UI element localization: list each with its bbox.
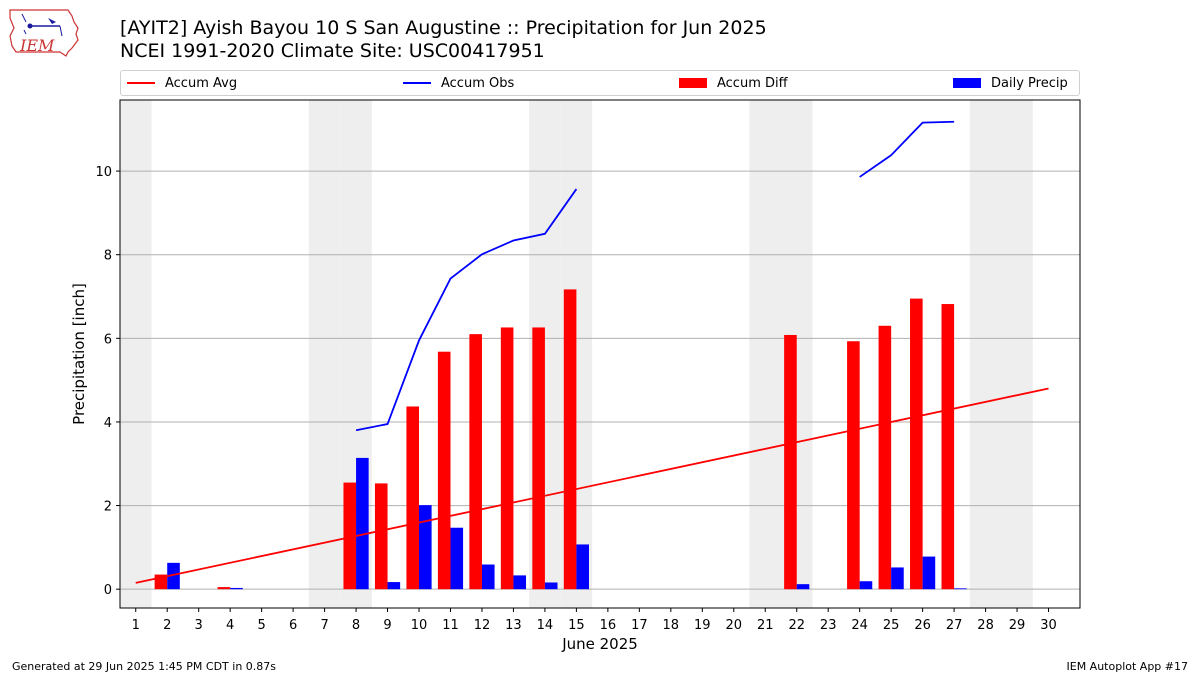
accum-obs-line-segment-2: [859, 120, 955, 178]
weekend-shade-day-1: [120, 100, 152, 608]
x-tick-label-28: 28: [977, 618, 994, 633]
daily-precip-bar-day-8: [356, 457, 369, 590]
accum-diff-bar-day-11: [437, 351, 451, 590]
weekend-shade-day-28: [969, 100, 1002, 608]
plot-frame: [119, 99, 1081, 609]
accum-diff-bar-day-9: [374, 483, 388, 590]
daily-precip-bar-day-22: [796, 584, 810, 590]
daily-precip-bar-day-27: [954, 588, 967, 590]
x-tick-label-26: 26: [914, 618, 931, 633]
accum-diff-bar-day-24: [847, 341, 860, 590]
x-axis-label: June 2025: [561, 635, 638, 653]
accum-diff-bar-day-14: [532, 327, 545, 590]
accum-avg-line: [135, 387, 1049, 584]
x-tick-label-20: 20: [725, 618, 742, 633]
y-tick-label-8: 8: [104, 249, 112, 264]
y-tick-label-4: 4: [104, 416, 112, 431]
accum-diff-bar-day-27: [941, 304, 955, 590]
x-tick-label-22: 22: [788, 618, 805, 633]
y-tick-label-2: 2: [104, 500, 112, 515]
x-tick-label-1: 1: [132, 618, 140, 633]
x-tick-label-2: 2: [163, 618, 171, 633]
accum-obs-line-segment-1: [355, 188, 578, 432]
x-tick-label-19: 19: [694, 618, 711, 633]
x-tick-label-7: 7: [320, 618, 328, 633]
legend-item-accum-obs: Accum Obs: [403, 71, 514, 95]
accum-diff-bar-day-13: [500, 327, 514, 590]
x-tick-label-13: 13: [505, 618, 522, 633]
chart-subtitle: NCEI 1991-2020 Climate Site: USC00417951: [120, 40, 545, 62]
logo-text: IEM: [20, 36, 55, 55]
x-tick-label-21: 21: [757, 618, 774, 633]
daily-precip-bar-day-11: [450, 527, 464, 590]
x-tick-label-23: 23: [820, 618, 837, 633]
legend-item-accum-avg: Accum Avg: [127, 71, 237, 95]
daily-precip-bar-day-25: [891, 567, 904, 590]
legend-label-accum-avg: Accum Avg: [165, 75, 238, 91]
x-tick-label-16: 16: [600, 618, 617, 633]
x-tick-label-11: 11: [442, 618, 459, 633]
x-tick-label-24: 24: [851, 618, 868, 633]
x-tick-label-9: 9: [383, 618, 391, 633]
x-tick-label-17: 17: [631, 618, 648, 633]
x-tick-label-4: 4: [226, 618, 234, 633]
footer-app: IEM Autoplot App #17: [1066, 660, 1189, 673]
legend-swatch-daily-precip: [953, 78, 981, 88]
accum-diff-bar-day-26: [910, 298, 923, 590]
daily-precip-bar-day-9: [387, 582, 401, 590]
accum-diff-bar-day-4: [217, 587, 231, 590]
daily-precip-bar-day-13: [513, 575, 527, 590]
daily-precip-bar-day-4: [230, 587, 243, 590]
accum-diff-bar-day-10: [406, 406, 420, 590]
daily-precip-bar-day-24: [859, 581, 873, 590]
legend-label-accum-obs: Accum Obs: [441, 75, 515, 91]
y-axis-label: Precipitation [inch]: [70, 283, 88, 425]
weekend-shade-day-21: [749, 100, 781, 608]
accum-diff-bar-day-15: [563, 289, 577, 590]
legend-swatch-accum-diff: [679, 78, 707, 88]
x-tick-label-3: 3: [195, 618, 203, 633]
y-tick-label-10: 10: [95, 165, 112, 180]
weekend-shade-day-29: [1001, 100, 1033, 608]
y-tick-label-6: 6: [104, 332, 112, 347]
accum-diff-bar-day-12: [469, 334, 482, 590]
x-tick-label-8: 8: [352, 618, 360, 633]
x-tick-label-14: 14: [537, 618, 554, 633]
legend-item-accum-diff: Accum Diff: [679, 71, 788, 95]
accum-diff-bar-day-8: [343, 482, 357, 590]
x-tick-label-18: 18: [663, 618, 680, 633]
daily-precip-bar-day-2: [167, 562, 180, 590]
x-tick-label-29: 29: [1009, 618, 1026, 633]
x-tick-label-30: 30: [1040, 618, 1057, 633]
iowa-map-icon: [9, 9, 79, 57]
legend-label-daily-precip: Daily Precip: [991, 75, 1068, 91]
daily-precip-bar-day-26: [922, 556, 936, 590]
iem-logo: IEM: [6, 6, 82, 58]
daily-precip-bar-day-10: [419, 505, 432, 590]
legend-swatch-accum-avg: [127, 82, 155, 84]
legend-item-daily-precip: Daily Precip: [953, 71, 1068, 95]
x-tick-label-12: 12: [474, 618, 491, 633]
x-tick-label-15: 15: [568, 618, 585, 633]
x-tick-label-27: 27: [946, 618, 963, 633]
chart-legend: Accum Avg Accum Obs Accum Diff Daily Pre…: [120, 70, 1080, 96]
daily-precip-bar-day-14: [544, 582, 558, 590]
accum-diff-bar-day-22: [784, 334, 797, 590]
y-tick-label-0: 0: [104, 583, 112, 598]
daily-precip-bar-day-15: [576, 544, 589, 590]
legend-swatch-accum-obs: [403, 82, 431, 84]
accum-diff-bar-day-25: [878, 325, 892, 590]
x-tick-label-5: 5: [257, 618, 265, 633]
x-tick-label-6: 6: [289, 618, 297, 633]
x-tick-label-10: 10: [411, 618, 428, 633]
weekend-shade-day-7: [308, 100, 341, 608]
chart-title: [AYIT2] Ayish Bayou 10 S San Augustine :…: [120, 17, 767, 39]
legend-label-accum-diff: Accum Diff: [717, 75, 788, 91]
footer-generated: Generated at 29 Jun 2025 1:45 PM CDT in …: [12, 660, 277, 673]
daily-precip-bar-day-12: [481, 564, 495, 590]
x-tick-label-25: 25: [883, 618, 900, 633]
